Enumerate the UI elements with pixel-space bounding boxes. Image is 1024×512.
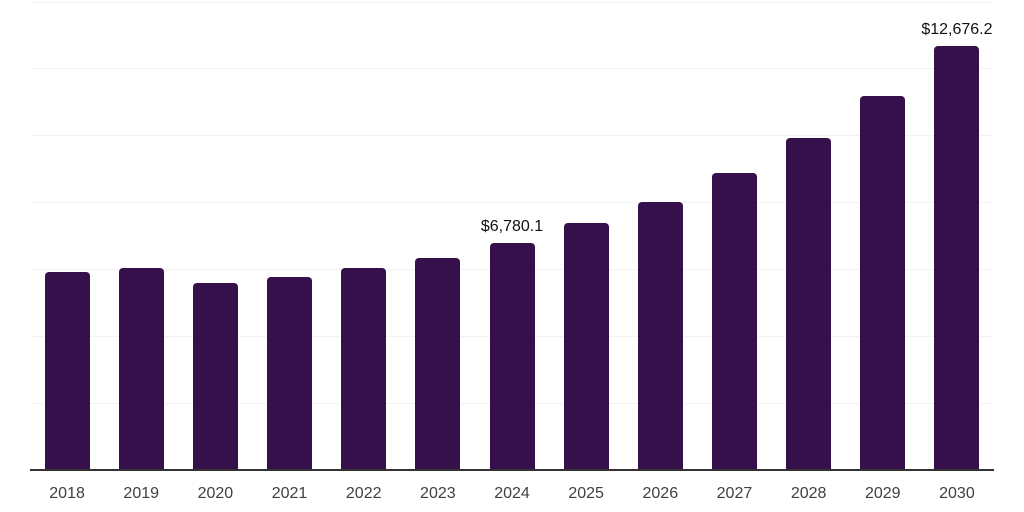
bar-2027 [711, 173, 757, 470]
x-tick-2020: 2020 [197, 485, 234, 502]
bar-2026 [637, 202, 683, 470]
x-tick-2023: 2023 [420, 485, 456, 502]
bar-2019 [118, 268, 164, 470]
x-tick-2018: 2018 [49, 485, 85, 502]
bar-2025 [563, 222, 609, 470]
bar-2018 [44, 272, 90, 470]
bar-2024 [489, 243, 535, 470]
bar-2023 [415, 258, 461, 470]
x-axis-line [30, 469, 994, 471]
x-tick-2028: 2028 [790, 485, 827, 502]
bar-2022 [341, 268, 387, 470]
x-tick-2027: 2027 [716, 485, 753, 502]
x-tick-2025: 2025 [568, 485, 604, 502]
x-tick-2021: 2021 [271, 485, 308, 502]
x-tick-2030: 2030 [939, 485, 975, 502]
x-tick-2019: 2019 [123, 485, 160, 502]
gridline-12000 [30, 68, 994, 70]
value-label-2030: $12,676.2 [921, 21, 993, 39]
bar-2029 [860, 96, 906, 470]
gridline-14000 [30, 1, 994, 3]
bar-2020 [192, 283, 238, 470]
x-tick-2029: 2029 [864, 485, 901, 502]
gridline-10000 [30, 135, 994, 137]
x-tick-2026: 2026 [642, 485, 679, 502]
bar-2021 [267, 277, 313, 470]
value-label-2024: $6,780.1 [480, 218, 544, 236]
bar-2030 [934, 46, 980, 470]
bar-2028 [786, 138, 832, 470]
gridline-8000 [30, 202, 994, 204]
x-tick-2022: 2022 [345, 485, 382, 502]
x-tick-2024: 2024 [494, 485, 530, 502]
